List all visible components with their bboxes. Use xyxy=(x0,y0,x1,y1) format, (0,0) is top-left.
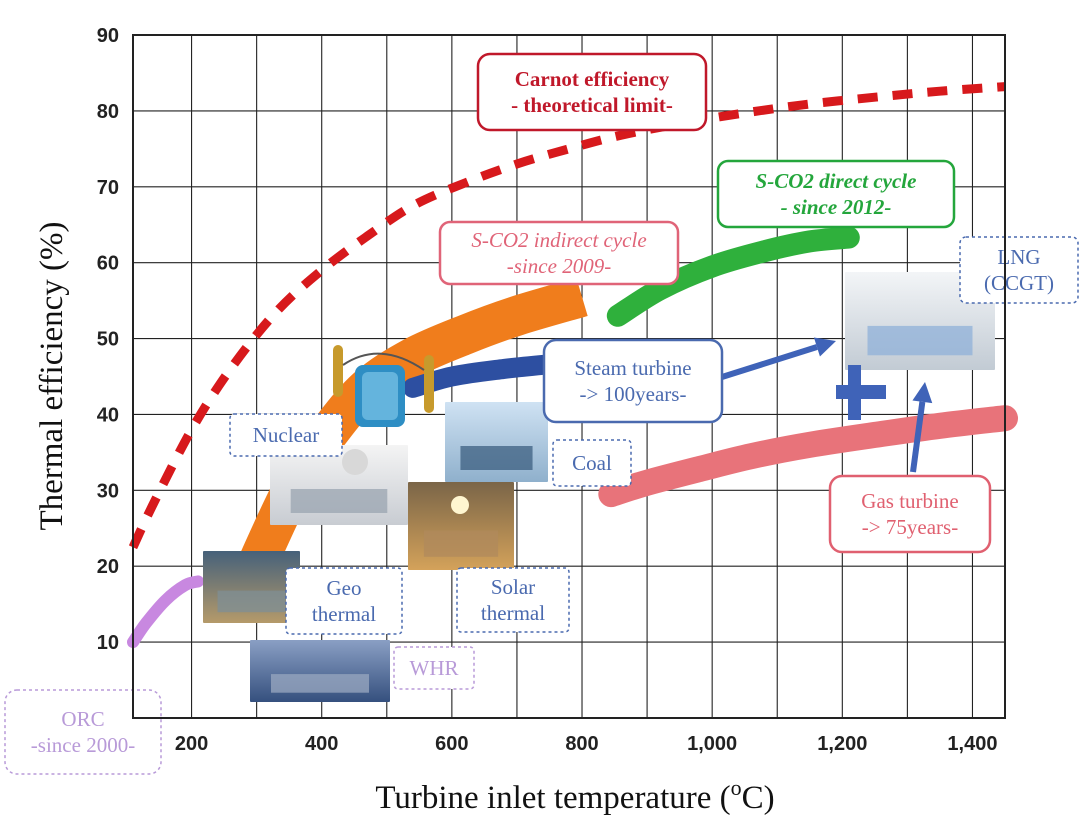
series-gas-turbine xyxy=(598,405,1018,508)
label-text: Coal xyxy=(572,451,612,475)
label-s-co2-indirect: S-CO2 indirect cycle-since 2009- xyxy=(438,220,680,286)
y-tick-label: 60 xyxy=(97,253,119,275)
label-s-co2-direct: S-CO2 direct cycle- since 2012- xyxy=(716,159,956,229)
label-text: -since 2000- xyxy=(31,733,135,757)
label-lng: LNG(CCGT) xyxy=(959,236,1079,304)
label-text: thermal xyxy=(312,602,376,626)
label-text: LNG xyxy=(997,245,1040,269)
label-whr: WHR xyxy=(393,646,475,690)
series-carnot xyxy=(128,82,1006,550)
label-orc: ORC-since 2000- xyxy=(4,689,162,775)
label-text: Nuclear xyxy=(253,423,319,447)
x-tick-label: 1,400 xyxy=(947,733,997,755)
label-text: WHR xyxy=(410,656,459,680)
arrows xyxy=(721,337,933,473)
x-axis-title: Turbine inlet temperature (oC) xyxy=(375,775,774,816)
label-coal: Coal xyxy=(552,439,632,487)
label-nuclear: Nuclear xyxy=(229,413,343,457)
x-tick-label: 400 xyxy=(305,733,338,755)
lng-ccgt-plant-image xyxy=(845,272,995,370)
reactor-image xyxy=(333,345,434,427)
label-text: Geo xyxy=(327,576,362,600)
label-text: -> 100years- xyxy=(580,382,687,406)
label-gas: Gas turbine-> 75years- xyxy=(828,474,992,554)
steam-to-lng-arrow xyxy=(721,337,836,380)
dome-shape xyxy=(342,449,368,475)
y-tick-label: 50 xyxy=(97,329,119,351)
annotation-labels: Carnot efficiency- theoretical limit-S-C… xyxy=(4,52,1079,775)
label-text: Gas turbine xyxy=(861,489,958,513)
y-axis-title: Thermal efficiency (%) xyxy=(34,221,70,530)
y-tick-label: 10 xyxy=(97,632,119,654)
x-tick-label: 1,200 xyxy=(817,733,867,755)
plus-icon xyxy=(836,365,886,420)
x-tick-label: 1,000 xyxy=(687,733,737,755)
y-tick-label: 40 xyxy=(97,404,119,426)
label-steam: Steam turbine-> 100years- xyxy=(542,338,724,424)
label-text: - theoretical limit- xyxy=(511,93,673,117)
label-text: Carnot efficiency xyxy=(515,67,670,91)
label-text: S-CO2 indirect cycle xyxy=(471,228,646,252)
label-text: (CCGT) xyxy=(984,271,1054,295)
y-tick-label: 30 xyxy=(97,480,119,502)
label-text: Steam turbine xyxy=(574,356,691,380)
y-tick-label: 80 xyxy=(97,101,119,123)
label-text: - since 2012- xyxy=(781,195,892,219)
series-s-co2-direct xyxy=(606,226,860,327)
gas-to-lng-arrow xyxy=(910,382,933,473)
sun-shape xyxy=(451,496,469,514)
x-tick-label: 800 xyxy=(565,733,598,755)
y-tick-label: 70 xyxy=(97,177,119,199)
label-carnot: Carnot efficiency- theoretical limit- xyxy=(476,52,708,132)
solar-thermal-photo xyxy=(408,482,514,570)
label-text: ORC xyxy=(61,707,104,731)
tick-labels: 200 400 600 800 1,000 1,200 1,400 10 20 30 40 50 60 7… xyxy=(97,25,998,755)
x-tick-label: 600 xyxy=(435,733,468,755)
y-tick-label: 90 xyxy=(97,25,119,47)
label-text: thermal xyxy=(481,601,545,625)
label-text: -> 75years- xyxy=(862,515,958,539)
label-text: Solar xyxy=(491,575,535,599)
coal-plant-photo xyxy=(445,402,548,482)
nuclear-plant-image xyxy=(270,445,408,525)
y-tick-label: 20 xyxy=(97,556,119,578)
label-text: -since 2009- xyxy=(507,254,611,278)
whr-plant-image xyxy=(250,640,390,702)
geothermal-photo xyxy=(203,551,300,623)
x-tick-label: 200 xyxy=(175,733,208,755)
plot-frame xyxy=(132,34,1006,719)
series-orc xyxy=(127,575,205,649)
label-text: S-CO2 direct cycle xyxy=(756,169,917,193)
plant-illustrations xyxy=(203,272,995,702)
